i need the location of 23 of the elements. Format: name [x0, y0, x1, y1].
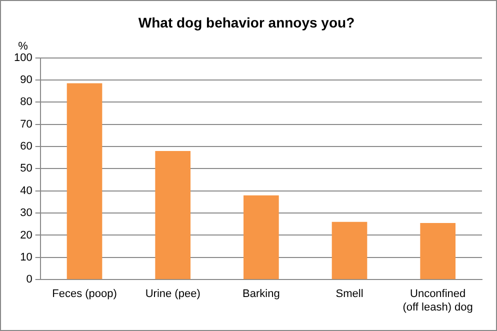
y-tick-label: 30 — [20, 207, 32, 220]
y-tick-label: 90 — [20, 74, 32, 86]
y-tick-label: 50 — [20, 162, 32, 175]
y-tick-label: 0 — [26, 274, 32, 286]
bar — [244, 195, 279, 280]
bar — [66, 83, 102, 280]
y-tick-label: 100 — [14, 52, 32, 64]
x-tick-label: Barking — [242, 288, 280, 300]
y-tick-label: 20 — [20, 229, 32, 242]
y-tick-label: 40 — [20, 184, 32, 197]
y-tick-label: 60 — [20, 140, 32, 153]
y-tick-label: 70 — [20, 118, 32, 130]
chart-title: What dog behavior annoys you? — [138, 14, 355, 30]
y-tick-label: 80 — [20, 96, 32, 108]
bar — [155, 150, 191, 280]
x-tick-label: Feces (poop) — [52, 288, 117, 300]
y-axis-title: % — [18, 40, 28, 52]
x-tick-label: Smell — [336, 288, 364, 300]
x-tick-label: Unconfined (off leash) dog — [402, 288, 473, 314]
x-tick-label: Urine (pee) — [145, 288, 200, 300]
y-tick-label: 10 — [20, 251, 32, 264]
bar — [420, 223, 456, 280]
bar — [332, 222, 368, 280]
